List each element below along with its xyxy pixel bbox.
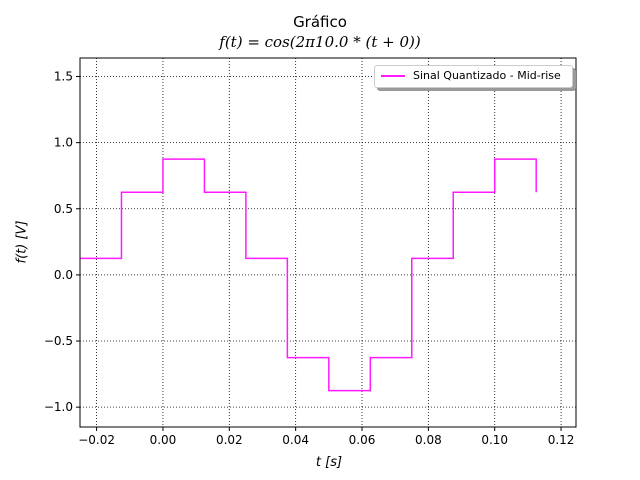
y-tick-label: −0.5: [44, 334, 73, 348]
legend-swatch: [381, 75, 405, 77]
y-tick-label: −1.0: [44, 400, 73, 414]
chart-subtitle: f(t) = cos(2π10.0 * (t + 0)): [0, 33, 640, 51]
legend-label: Sinal Quantizado - Mid-rise: [413, 69, 561, 82]
y-axis-label-text: f(t) [V]: [14, 220, 30, 264]
subtitle-formula: f(t) = cos(2π10.0 * (t + 0)): [219, 33, 421, 51]
x-tick-label: 0.12: [548, 433, 575, 447]
y-tick-label: 0.0: [54, 268, 73, 282]
legend: Sinal Quantizado - Mid-rise: [374, 65, 573, 88]
y-axis-label: f(t) [V]: [15, 221, 30, 264]
x-tick-label: 0.08: [415, 433, 442, 447]
x-tick-label: 0.02: [216, 433, 243, 447]
x-tick-label: −0.02: [78, 433, 115, 447]
x-tick-label: 0.00: [150, 433, 177, 447]
y-tick-label: 0.5: [54, 202, 73, 216]
y-axis-ticks: −1.0 −0.5 0.0 0.5 1.0 1.5: [44, 70, 80, 414]
grid: [80, 58, 576, 427]
x-axis-ticks: −0.02 0.00 0.02 0.04 0.06 0.08 0.10 0.12: [78, 427, 574, 447]
chart-title: Gráfico: [293, 13, 347, 31]
y-tick-label: 1.5: [54, 70, 73, 84]
x-axis-label-text: t [s]: [315, 455, 343, 470]
x-tick-label: 0.10: [481, 433, 508, 447]
series-layer: [80, 158, 537, 392]
y-tick-label: 1.0: [54, 136, 73, 150]
series-line: [80, 158, 537, 392]
x-tick-label: 0.06: [349, 433, 376, 447]
x-tick-label: 0.04: [282, 433, 309, 447]
x-axis-label: t [s]: [0, 455, 640, 470]
plot-frame: [79, 57, 577, 428]
